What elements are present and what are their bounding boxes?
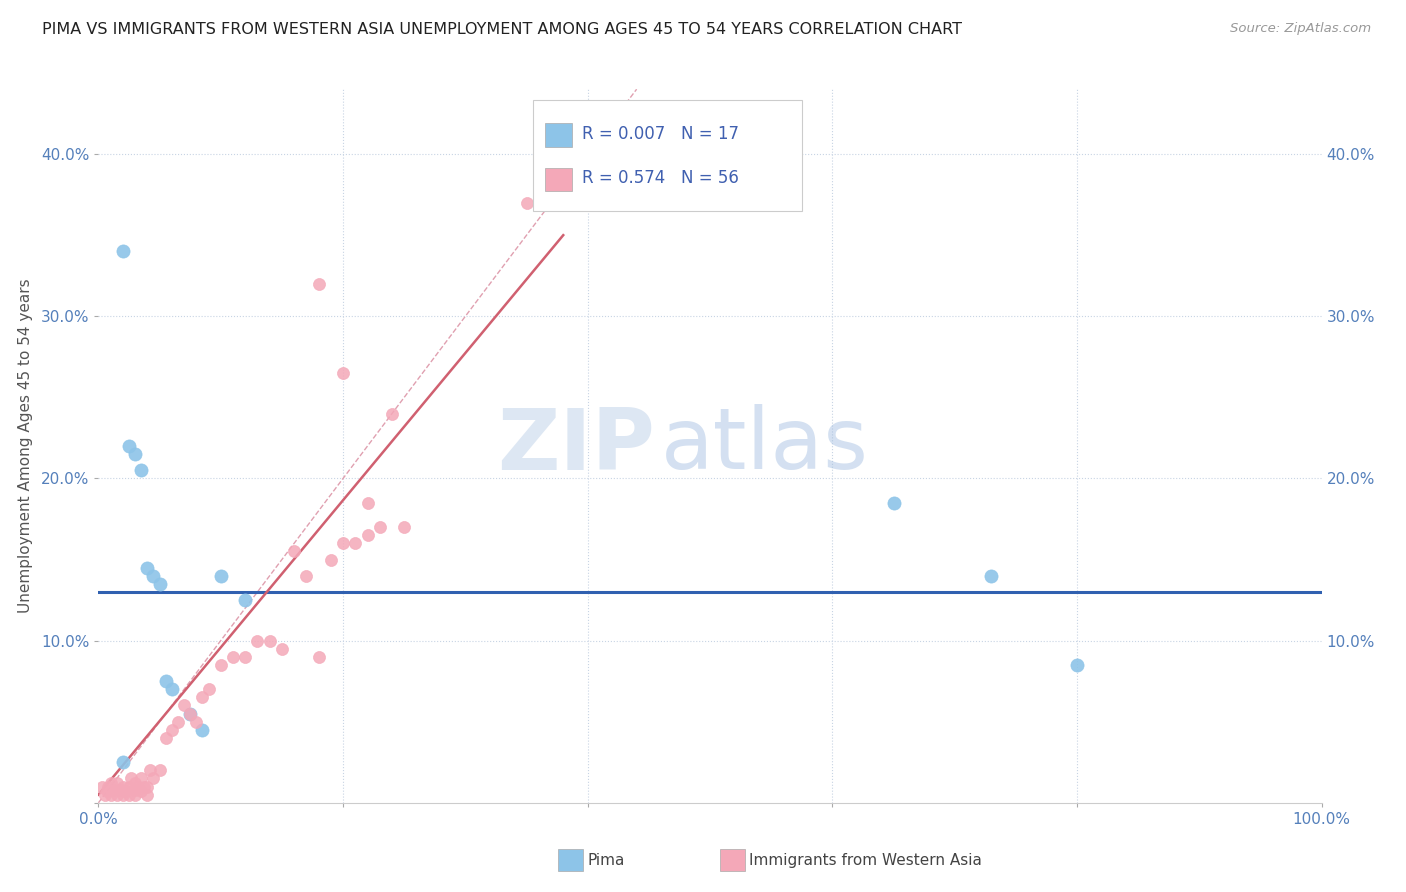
Point [179, 706, 201, 721]
Text: Immigrants from Western Asia: Immigrants from Western Asia [749, 854, 983, 868]
Point [142, 568, 165, 582]
Point [139, 764, 162, 778]
FancyBboxPatch shape [546, 168, 572, 191]
Point [136, 560, 159, 574]
Point [173, 698, 195, 713]
FancyBboxPatch shape [546, 123, 572, 147]
Text: ZIP: ZIP [498, 404, 655, 488]
Point [191, 723, 214, 737]
Point [118, 788, 141, 802]
Point [129, 784, 152, 798]
Point [515, 195, 537, 210]
Point [111, 788, 134, 802]
FancyBboxPatch shape [533, 100, 801, 211]
Point [295, 568, 318, 582]
Point [118, 780, 141, 794]
Point [120, 772, 142, 786]
Point [127, 780, 149, 794]
Point [308, 649, 330, 664]
Point [186, 714, 208, 729]
Point [97, 780, 120, 794]
Point [179, 706, 201, 721]
Text: Pima: Pima [588, 854, 626, 868]
Point [149, 764, 172, 778]
Point [129, 463, 152, 477]
Point [100, 788, 122, 802]
Point [319, 552, 342, 566]
Point [209, 568, 232, 582]
Point [149, 577, 172, 591]
Point [980, 568, 1002, 582]
Point [105, 776, 128, 790]
Point [233, 593, 256, 607]
Point [209, 657, 232, 672]
Point [283, 544, 305, 558]
Point [111, 780, 134, 794]
Point [129, 772, 152, 786]
Point [124, 447, 146, 461]
Point [259, 633, 281, 648]
Point [308, 277, 330, 291]
Point [105, 788, 128, 802]
Point [356, 496, 378, 510]
Point [111, 244, 134, 259]
Point [270, 641, 294, 656]
Point [155, 674, 177, 689]
Text: R = 0.574   N = 56: R = 0.574 N = 56 [582, 169, 738, 187]
Point [160, 682, 183, 697]
Point [167, 714, 190, 729]
Text: R = 0.007   N = 17: R = 0.007 N = 17 [582, 125, 738, 143]
Point [136, 788, 159, 802]
Text: Source: ZipAtlas.com: Source: ZipAtlas.com [1230, 22, 1371, 36]
Point [197, 682, 219, 697]
Point [332, 366, 354, 380]
Point [100, 776, 122, 790]
Point [356, 528, 378, 542]
Point [91, 780, 114, 794]
Point [142, 772, 165, 786]
Y-axis label: Unemployment Among Ages 45 to 54 years: Unemployment Among Ages 45 to 54 years [17, 278, 32, 614]
Point [124, 776, 146, 790]
Point [233, 649, 256, 664]
Point [160, 723, 183, 737]
Point [110, 782, 132, 797]
Point [392, 520, 416, 534]
Point [381, 407, 404, 421]
Point [332, 536, 354, 550]
Point [93, 788, 115, 802]
Point [101, 782, 124, 797]
Point [136, 780, 159, 794]
Point [124, 782, 146, 797]
Point [124, 788, 146, 802]
Point [1066, 657, 1088, 672]
Text: atlas: atlas [661, 404, 869, 488]
Point [883, 496, 905, 510]
Point [191, 690, 214, 705]
Point [118, 439, 141, 453]
Point [111, 756, 134, 770]
Point [114, 784, 136, 798]
Point [155, 731, 177, 745]
Point [96, 784, 118, 798]
Point [222, 649, 245, 664]
Text: PIMA VS IMMIGRANTS FROM WESTERN ASIA UNEMPLOYMENT AMONG AGES 45 TO 54 YEARS CORR: PIMA VS IMMIGRANTS FROM WESTERN ASIA UNE… [42, 22, 962, 37]
Point [368, 520, 391, 534]
Point [132, 780, 155, 794]
Point [344, 536, 367, 550]
Point [246, 633, 269, 648]
